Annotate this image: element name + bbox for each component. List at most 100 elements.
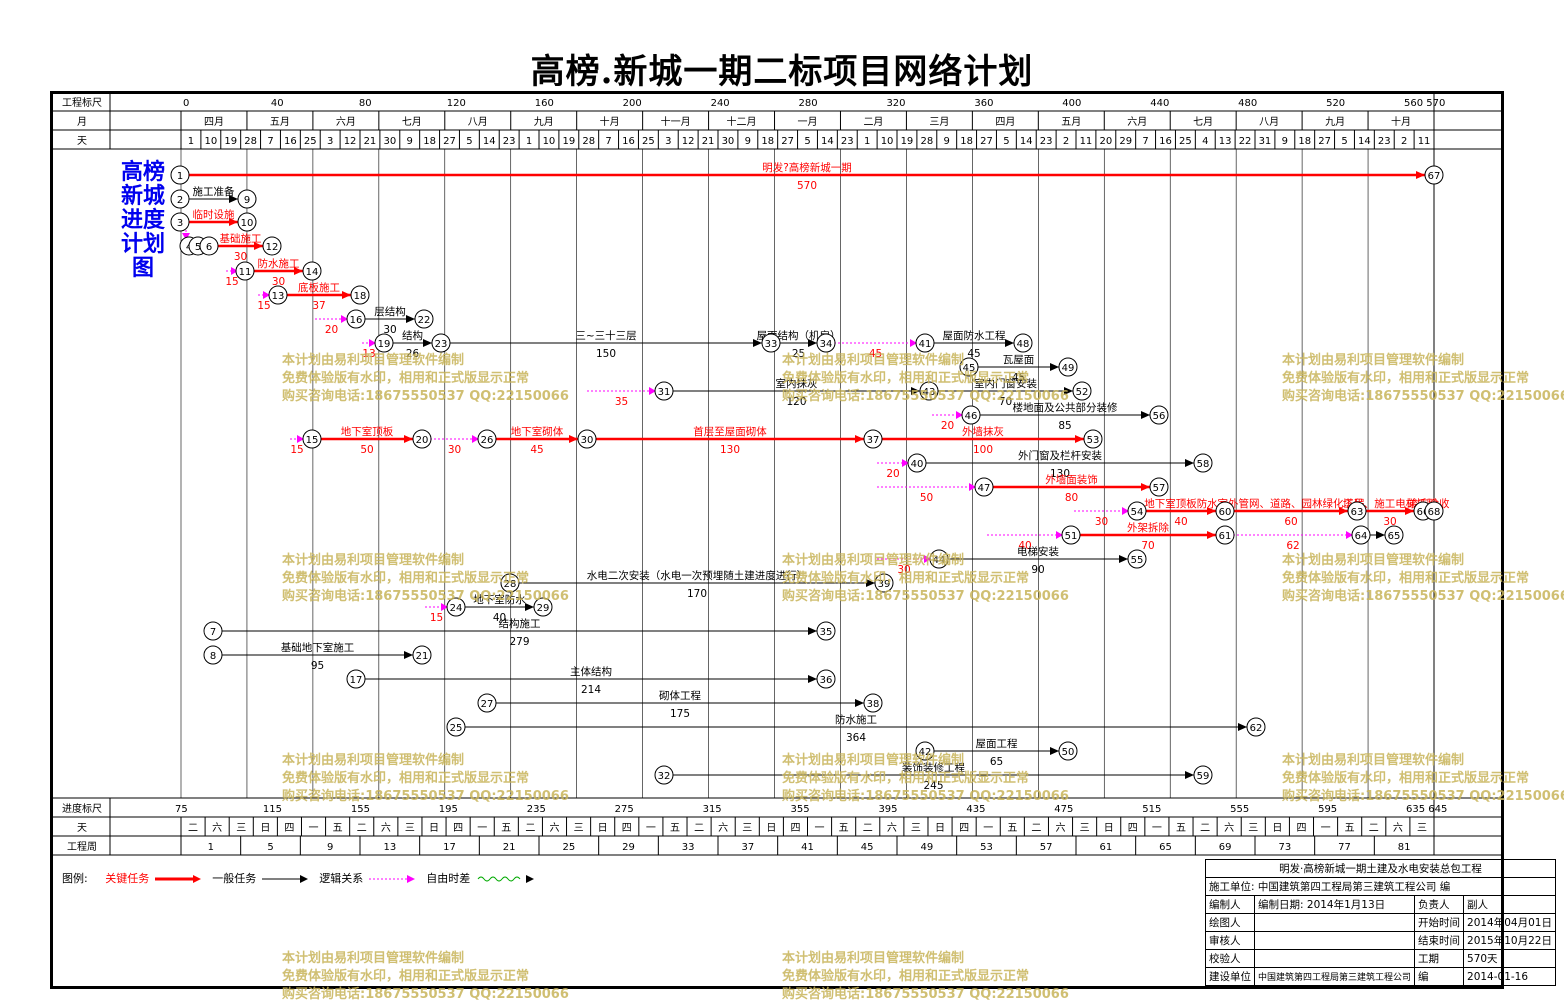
node-number: 12 bbox=[266, 242, 279, 253]
task-name: 装饰装修工程 bbox=[902, 761, 965, 774]
progress-tick: 395 bbox=[878, 804, 897, 815]
free-float-duration: 50 bbox=[920, 492, 933, 504]
network-node bbox=[431, 333, 451, 353]
watermark: 本计划由易利项目管理软件编制 免费体验版有水印，相用和正式版显示正常 购买咨询电话:… bbox=[282, 353, 569, 404]
task-arrow bbox=[254, 242, 263, 250]
week-cell: 5 bbox=[267, 842, 273, 853]
free-float-arrow bbox=[910, 339, 917, 347]
node-number: 6 bbox=[206, 242, 212, 253]
progress-tick: 355 bbox=[791, 804, 810, 815]
week-cell: 29 bbox=[622, 842, 635, 853]
day-cell: 7 bbox=[605, 136, 611, 147]
day-cell: 16 bbox=[284, 136, 297, 147]
day-cell: 9 bbox=[944, 136, 950, 147]
month-cell: 八月 bbox=[468, 116, 488, 128]
weekday-cell: 四 bbox=[959, 823, 969, 834]
weekday-cell: 六 bbox=[549, 822, 559, 834]
node-number: 5 bbox=[195, 242, 201, 253]
node-number: 44 bbox=[933, 555, 946, 566]
task-arrow bbox=[1376, 531, 1385, 539]
node-number: 45 bbox=[963, 363, 976, 374]
task-arrow bbox=[229, 195, 238, 203]
node-number: 15 bbox=[306, 435, 319, 446]
task-name: 室内抹灰 bbox=[776, 377, 818, 390]
month-cell: 四月 bbox=[995, 116, 1015, 128]
project-name: 明发·高榜新城一期土建及水电安装总包工程 bbox=[1205, 859, 1556, 878]
weekday-cell: 一 bbox=[1152, 823, 1162, 834]
free-float-duration: 15 bbox=[290, 444, 303, 456]
day-cell: 23 bbox=[1378, 136, 1391, 147]
task-name: 结构 bbox=[402, 329, 423, 342]
network-node bbox=[346, 309, 366, 329]
day-cell: 10 bbox=[881, 136, 894, 147]
network-node bbox=[477, 429, 497, 449]
free-float-duration: 62 bbox=[1286, 540, 1299, 552]
task-duration: 150 bbox=[596, 348, 616, 360]
side-title-line: 计划 bbox=[120, 231, 165, 257]
day-cell: 27 bbox=[980, 136, 993, 147]
week-cell: 61 bbox=[1099, 842, 1112, 853]
task-name: 地下室顶板防水 bbox=[1144, 497, 1218, 510]
network-node bbox=[863, 429, 883, 449]
weekday-cell: 四 bbox=[622, 823, 632, 834]
task-duration: 100 bbox=[973, 444, 993, 456]
task-duration: 85 bbox=[1058, 420, 1071, 432]
network-node bbox=[974, 477, 994, 497]
network-node bbox=[170, 165, 190, 185]
network-node bbox=[1246, 717, 1266, 737]
task-duration: 26 bbox=[406, 348, 420, 360]
week-cell: 1 bbox=[208, 842, 214, 853]
network-node bbox=[1215, 525, 1235, 545]
node-number: 67 bbox=[1428, 171, 1441, 182]
network-node bbox=[915, 741, 935, 761]
day-cell: 3 bbox=[665, 136, 671, 147]
week-label: 工程周 bbox=[67, 841, 97, 853]
watermark: 本计划由易利项目管理软件编制 免费体验版有水印，相用和正式版显示正常 购买咨询电话:… bbox=[782, 753, 1069, 804]
day-cell: 7 bbox=[267, 136, 273, 147]
free-float-arrow bbox=[969, 483, 976, 491]
weekday-cell: 二 bbox=[1369, 823, 1379, 834]
task-arrow bbox=[1416, 171, 1425, 179]
day-cell: 5 bbox=[466, 136, 472, 147]
network-node bbox=[262, 236, 282, 256]
node-number: 11 bbox=[239, 267, 252, 278]
task-name: 底板施工 bbox=[298, 281, 340, 294]
side-title-line: 图 bbox=[131, 255, 154, 281]
legend-logic-line bbox=[368, 875, 415, 883]
day-cell: 7 bbox=[1142, 136, 1148, 147]
task-arrow bbox=[294, 267, 303, 275]
scale-tick: 400 bbox=[1062, 98, 1081, 109]
weekday-cell: 三 bbox=[574, 823, 584, 834]
weekday-cell: 日 bbox=[1272, 823, 1282, 834]
day-cell: 16 bbox=[622, 136, 635, 147]
node-number: 30 bbox=[581, 435, 594, 446]
network-node bbox=[235, 261, 255, 281]
free-float-duration: 15 bbox=[257, 300, 270, 312]
free-float-arrow bbox=[956, 411, 963, 419]
node-number: 40 bbox=[911, 459, 924, 470]
task-duration: 95 bbox=[311, 660, 324, 672]
day-cell: 13 bbox=[1219, 136, 1232, 147]
duration: 570天 bbox=[1463, 949, 1556, 968]
day-cell: 25 bbox=[1179, 136, 1192, 147]
task-arrow bbox=[423, 339, 432, 347]
node-number: 35 bbox=[820, 627, 833, 638]
week-cell: 49 bbox=[920, 842, 933, 853]
free-float-duration: 15 bbox=[225, 276, 238, 288]
week-cell: 33 bbox=[682, 842, 695, 853]
task-duration: 130 bbox=[720, 444, 740, 456]
progress-tick: 75 bbox=[175, 804, 188, 815]
network-node bbox=[302, 429, 322, 449]
task-name: 三~三十三层 bbox=[575, 329, 636, 342]
scale-tick: 280 bbox=[799, 98, 818, 109]
network-node bbox=[203, 645, 223, 665]
network-node bbox=[350, 285, 370, 305]
watermark: 本计划由易利项目管理软件编制 免费体验版有水印，相用和正式版显示正常 购买咨询电话:… bbox=[1282, 353, 1564, 404]
task-duration: 30 bbox=[272, 276, 285, 288]
network-node bbox=[1351, 525, 1371, 545]
weekday-cell: 日 bbox=[935, 823, 945, 834]
free-float-arrow bbox=[341, 315, 348, 323]
task-duration: 214 bbox=[581, 684, 601, 696]
scale-label: 工程标尺 bbox=[62, 97, 102, 109]
progress-tick: 195 bbox=[439, 804, 458, 815]
